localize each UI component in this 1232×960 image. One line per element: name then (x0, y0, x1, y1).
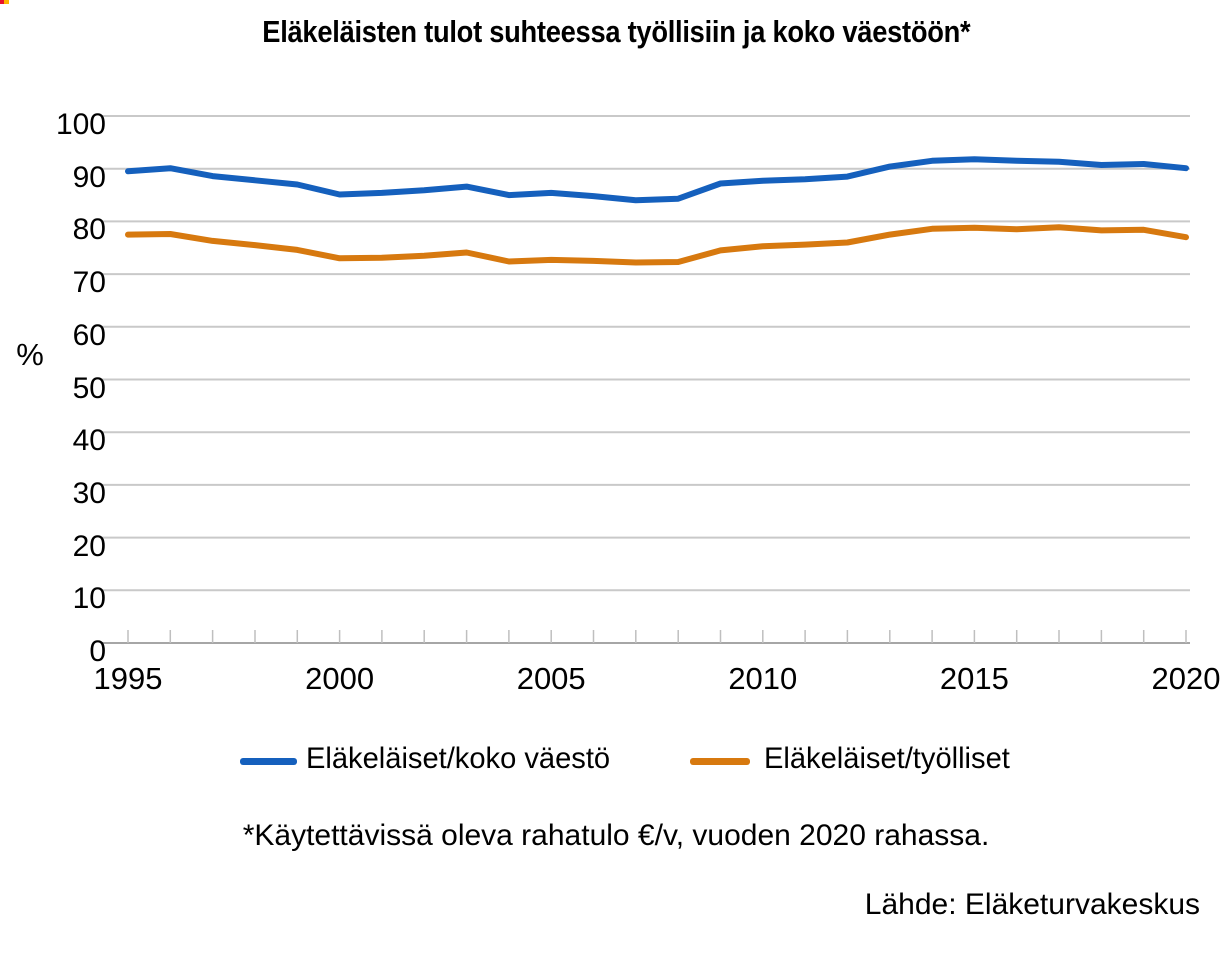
y-axis-tick-label: 50 (72, 371, 106, 405)
y-axis-tick-label: 0 (89, 635, 106, 668)
screen-corner-artifact (0, 0, 9, 4)
source-attribution: Lähde: Eläketurvakeskus (864, 888, 1200, 921)
y-axis-tick-label: 30 (72, 476, 106, 510)
legend-label-tyolliset: Eläkeläiset/työlliset (764, 742, 1010, 775)
footnote: *Käytettävissä oleva rahatulo €/v, vuode… (242, 819, 990, 852)
y-axis-tick-label: 20 (72, 529, 106, 563)
y-axis-tick-label: 70 (72, 266, 106, 300)
y-axis-title: % (16, 337, 44, 372)
y-axis-tick-label: 40 (72, 424, 106, 458)
red-pixel-artifact (0, 0, 4, 4)
x-axis-tick-label: 2005 (516, 661, 586, 696)
y-axis-tick-label: 10 (72, 582, 106, 616)
x-axis-tick-label: 1995 (93, 661, 163, 696)
y-axis-tick-label: 100 (55, 108, 106, 141)
x-axis-tick-labels: 1995 2000 2005 2010 2015 2020 (0, 662, 1232, 698)
x-axis-tick-label: 2015 (939, 661, 1009, 696)
x-axis-tick-label: 2020 (1151, 661, 1221, 696)
y-axis-tick-label: 80 (72, 213, 106, 247)
legend-line-koko-vaesto (240, 758, 297, 765)
chart-title: Eläkeläisten tulot suhteessa työllisiin … (0, 14, 1232, 50)
yellow-pixel-artifact (4, 0, 9, 4)
legend-line-tyolliset (690, 758, 750, 765)
chart-title-text: Eläkeläisten tulot suhteessa työllisiin … (261, 14, 971, 49)
x-axis-tick-label: 2000 (305, 661, 375, 696)
x-axis-tick-label: 2010 (728, 661, 798, 696)
y-axis-tick-label: 90 (72, 160, 106, 194)
legend-label-koko-vaesto: Eläkeläiset/koko väestö (306, 742, 611, 775)
y-axis-tick-label: 60 (72, 318, 106, 352)
